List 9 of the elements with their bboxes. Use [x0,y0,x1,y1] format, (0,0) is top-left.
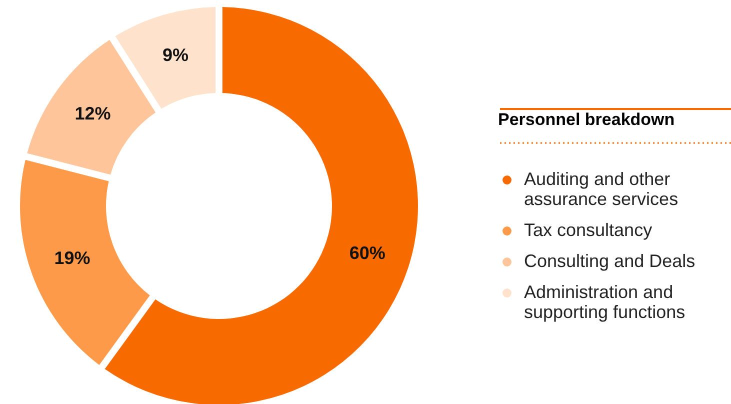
legend-label: Auditing and other assurance services [524,169,678,209]
legend-label: Tax consultancy [524,220,652,240]
legend-label: Consulting and Deals [524,251,696,271]
data-label: 9% [162,45,188,66]
legend-label: Administration and supporting functions [524,282,686,322]
legend-title: Personnel breakdown [498,110,675,129]
data-label: 60% [349,243,386,264]
data-label: 19% [54,248,90,268]
data-label: 12% [74,103,111,124]
